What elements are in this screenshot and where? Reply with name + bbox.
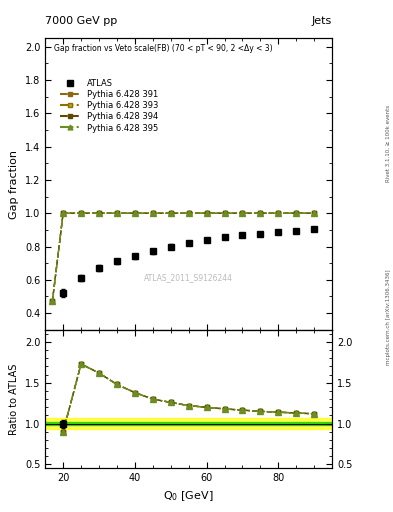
Text: Rivet 3.1.10, ≥ 100k events: Rivet 3.1.10, ≥ 100k events xyxy=(386,105,391,182)
Text: 7000 GeV pp: 7000 GeV pp xyxy=(45,15,118,26)
Y-axis label: Ratio to ATLAS: Ratio to ATLAS xyxy=(9,364,19,435)
Text: ATLAS_2011_S9126244: ATLAS_2011_S9126244 xyxy=(144,273,233,282)
Legend: ATLAS, Pythia 6.428 391, Pythia 6.428 393, Pythia 6.428 394, Pythia 6.428 395: ATLAS, Pythia 6.428 391, Pythia 6.428 39… xyxy=(58,77,160,134)
X-axis label: Q$_0$ [GeV]: Q$_0$ [GeV] xyxy=(163,489,214,503)
Text: mcplots.cern.ch [arXiv:1306.3436]: mcplots.cern.ch [arXiv:1306.3436] xyxy=(386,270,391,365)
Text: Gap fraction vs Veto scale(FB) (70 < pT < 90, 2 <Δy < 3): Gap fraction vs Veto scale(FB) (70 < pT … xyxy=(54,44,272,53)
Y-axis label: Gap fraction: Gap fraction xyxy=(9,150,19,219)
Text: Jets: Jets xyxy=(312,15,332,26)
